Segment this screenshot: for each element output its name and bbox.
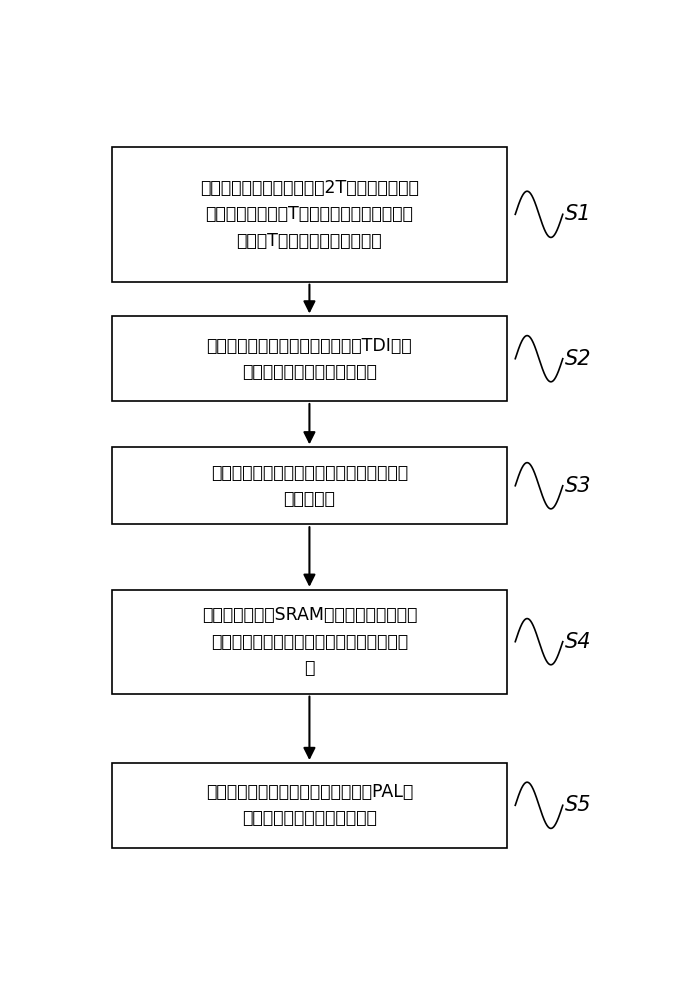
Bar — [112, 590, 507, 694]
Text: 正反扫图像数据经图像处理后分别送PAL制
视频奇偶场，输出图像显示。: 正反扫图像数据经图像处理后分别送PAL制 视频奇偶场，输出图像显示。 — [206, 783, 413, 828]
Text: S5: S5 — [565, 795, 592, 815]
Text: 控制扫描振镜驱动波形，以2T为周期生成帧同
步信号，在第一个T周期送正扫驱动信号，在
第二个T周期送反扫驱动信号。: 控制扫描振镜驱动波形，以2T为周期生成帧同 步信号，在第一个T周期送正扫驱动信号… — [200, 179, 419, 250]
Text: 正反扫图像数据SRAM乒乒缓存，正扫图像
数据正常输出，反扫图像数据左右镜像输出
。: 正反扫图像数据SRAM乒乒缓存，正扫图像 数据正常输出，反扫图像数据左右镜像输出… — [202, 606, 417, 677]
Text: S1: S1 — [565, 204, 592, 224]
Text: 正反扫各周期对原始图像数据分别执行非均
匀性校正。: 正反扫各周期对原始图像数据分别执行非均 匀性校正。 — [211, 464, 408, 508]
Bar — [112, 147, 507, 282]
Text: S3: S3 — [565, 476, 592, 496]
Bar — [112, 763, 507, 848]
Text: S2: S2 — [565, 349, 592, 369]
Text: 以帧同步信号为基准，控制探测器TDI方向
，输出正反扫原始图像数据。: 以帧同步信号为基准，控制探测器TDI方向 ，输出正反扫原始图像数据。 — [206, 336, 412, 381]
Bar — [112, 316, 507, 401]
Text: S4: S4 — [565, 632, 592, 652]
Bar — [112, 447, 507, 524]
